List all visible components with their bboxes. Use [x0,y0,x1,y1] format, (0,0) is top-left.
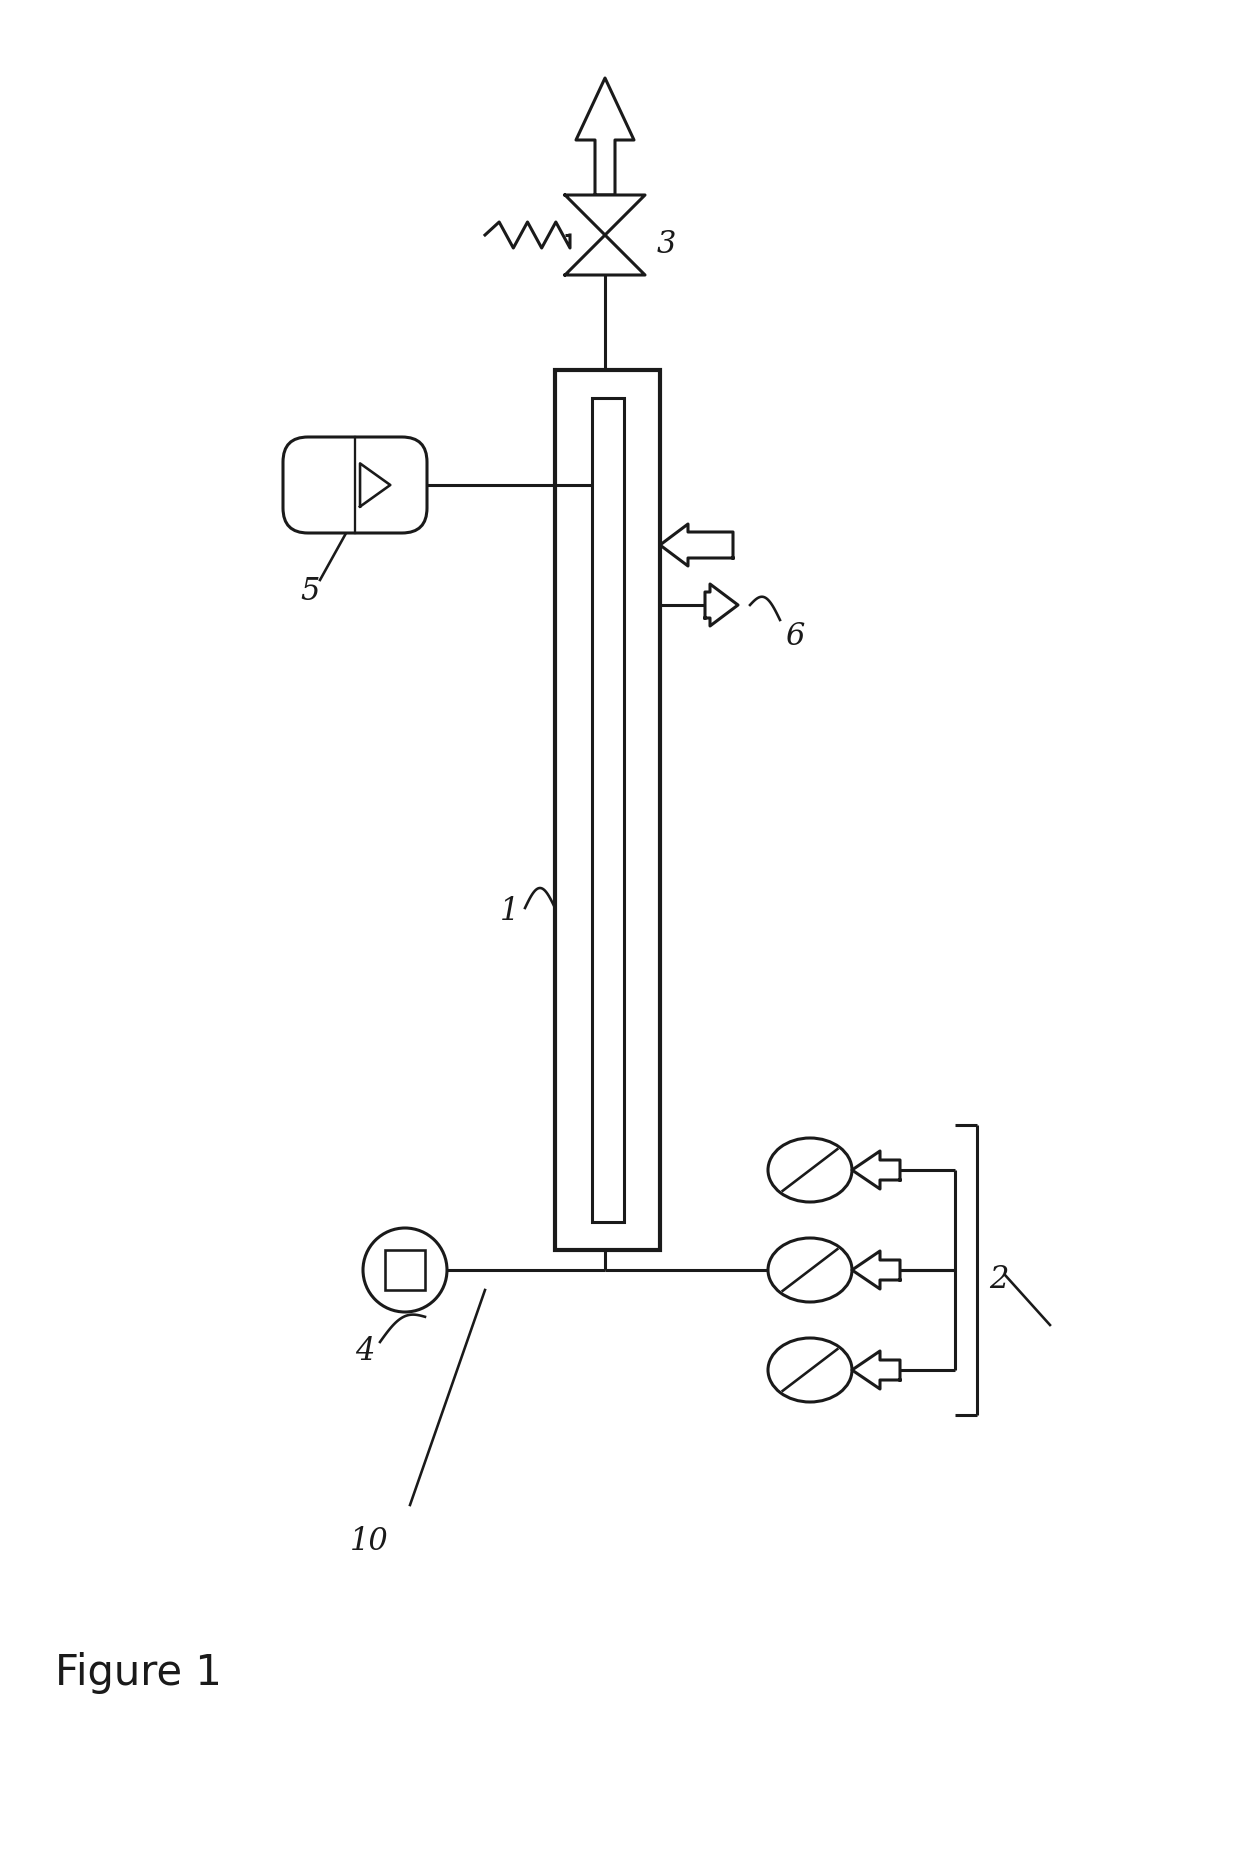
Text: 2: 2 [990,1264,1008,1296]
Text: 5: 5 [300,576,320,608]
Polygon shape [565,194,645,236]
Bar [384,1249,425,1290]
Polygon shape [852,1350,900,1389]
Circle shape [363,1229,446,1313]
Text: 10: 10 [350,1526,389,1558]
Ellipse shape [768,1339,852,1402]
Text: 1: 1 [500,896,520,928]
Ellipse shape [768,1238,852,1302]
FancyBboxPatch shape [283,438,427,533]
Bar [556,370,660,1249]
Polygon shape [852,1152,900,1189]
Text: 4: 4 [355,1335,374,1367]
Polygon shape [706,583,738,626]
Polygon shape [852,1251,900,1288]
Text: 6: 6 [785,621,805,653]
Text: 3: 3 [657,228,676,260]
Polygon shape [660,524,733,567]
Polygon shape [565,236,645,275]
Bar [591,398,624,1221]
Polygon shape [360,464,391,507]
Polygon shape [577,79,634,194]
Ellipse shape [768,1139,852,1202]
Text: Figure 1: Figure 1 [55,1651,222,1694]
